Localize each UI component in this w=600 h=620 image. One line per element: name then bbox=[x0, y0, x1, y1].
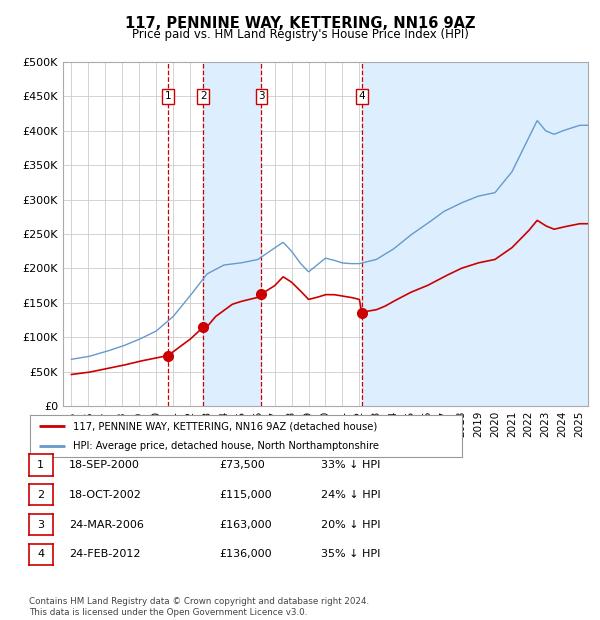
Text: HPI: Average price, detached house, North Northamptonshire: HPI: Average price, detached house, Nort… bbox=[73, 441, 379, 451]
Bar bbox=[203, 62, 262, 406]
Text: £163,000: £163,000 bbox=[219, 520, 272, 529]
Text: 3: 3 bbox=[258, 91, 265, 102]
Text: 4: 4 bbox=[358, 91, 365, 102]
Text: Price paid vs. HM Land Registry's House Price Index (HPI): Price paid vs. HM Land Registry's House … bbox=[131, 29, 469, 41]
Text: 1: 1 bbox=[165, 91, 172, 102]
Text: 2: 2 bbox=[37, 490, 44, 500]
Text: 20% ↓ HPI: 20% ↓ HPI bbox=[321, 520, 380, 529]
Text: 35% ↓ HPI: 35% ↓ HPI bbox=[321, 549, 380, 559]
Text: 3: 3 bbox=[37, 520, 44, 529]
Text: 117, PENNINE WAY, KETTERING, NN16 9AZ (detached house): 117, PENNINE WAY, KETTERING, NN16 9AZ (d… bbox=[73, 421, 377, 431]
Text: £136,000: £136,000 bbox=[219, 549, 272, 559]
Text: 18-OCT-2002: 18-OCT-2002 bbox=[69, 490, 142, 500]
Text: 18-SEP-2000: 18-SEP-2000 bbox=[69, 460, 140, 470]
Text: 4: 4 bbox=[37, 549, 44, 559]
Text: 117, PENNINE WAY, KETTERING, NN16 9AZ: 117, PENNINE WAY, KETTERING, NN16 9AZ bbox=[125, 16, 475, 31]
Bar bbox=[362, 62, 588, 406]
Text: £115,000: £115,000 bbox=[219, 490, 272, 500]
Text: 24-FEB-2012: 24-FEB-2012 bbox=[69, 549, 140, 559]
Text: 1: 1 bbox=[37, 460, 44, 470]
Text: 24% ↓ HPI: 24% ↓ HPI bbox=[321, 490, 380, 500]
Text: 33% ↓ HPI: 33% ↓ HPI bbox=[321, 460, 380, 470]
Text: Contains HM Land Registry data © Crown copyright and database right 2024.
This d: Contains HM Land Registry data © Crown c… bbox=[29, 598, 369, 617]
Text: 2: 2 bbox=[200, 91, 207, 102]
Text: £73,500: £73,500 bbox=[219, 460, 265, 470]
Text: 24-MAR-2006: 24-MAR-2006 bbox=[69, 520, 144, 529]
